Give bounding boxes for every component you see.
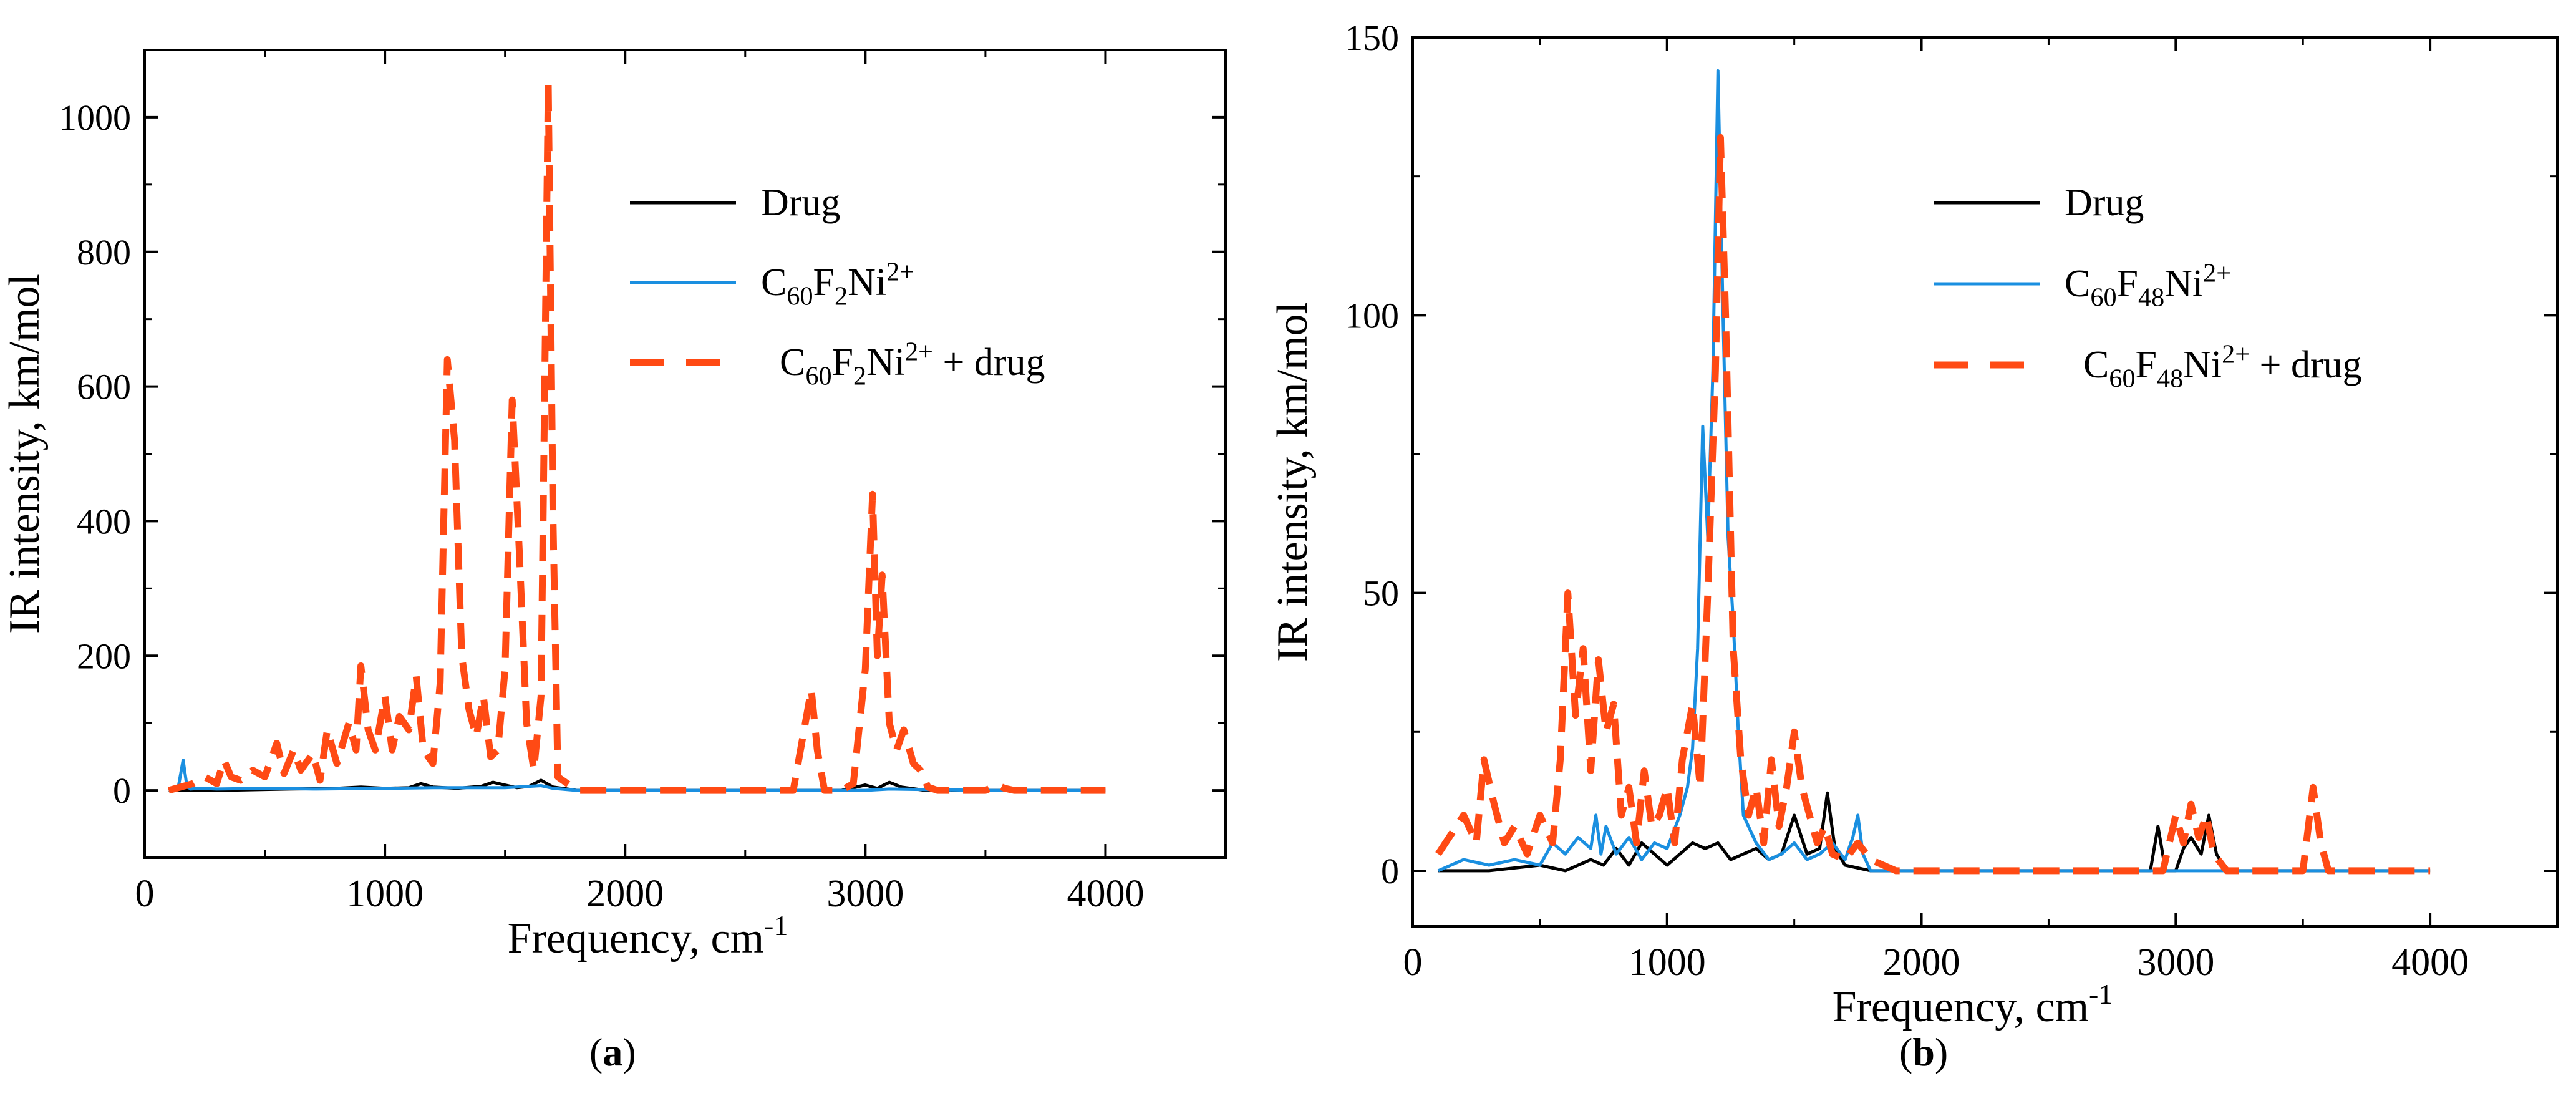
x-tick-label: 2000 xyxy=(586,873,664,915)
plot-frame xyxy=(143,49,1227,859)
caption-a: (a) xyxy=(589,1029,636,1075)
y-axis-label: IR intensity, km/mol xyxy=(1,274,49,634)
panel-b: 0 1000 2000 3000 4000 0 50 100 150 Frequency, cm-… xyxy=(1269,17,2559,1031)
legend-label-1: Drug xyxy=(761,182,840,224)
legend-label-1: Drug xyxy=(2065,182,2144,224)
caption-a-close: ) xyxy=(622,1030,636,1074)
series-line-2 xyxy=(1437,69,2431,873)
y-axis-label: IR intensity, km/mol xyxy=(1269,302,1317,662)
y-tick-label: 400 xyxy=(77,501,131,541)
y-tick-label: 50 xyxy=(1363,573,1399,614)
plot-area xyxy=(168,80,1106,794)
panel-a: 0 1000 2000 3000 4000 0 200 400 600 800 1000 Freque… xyxy=(1,49,1227,963)
y-tick-label: 600 xyxy=(77,367,131,407)
legend: Drug C60F48Ni2+ C60F48Ni2+ + drug xyxy=(1934,182,2362,394)
y-tick-label: 200 xyxy=(77,636,131,676)
caption-b: (b) xyxy=(1899,1029,1948,1075)
x-tick-label: 0 xyxy=(1403,941,1423,984)
y-tick-label: 1000 xyxy=(59,97,131,138)
caption-b-open: ( xyxy=(1899,1030,1913,1074)
legend-label-3: C60F48Ni2+ + drug xyxy=(2083,339,2362,393)
legend-label-3: C60F2Ni2+ + drug xyxy=(780,337,1045,390)
x-tick-label: 2000 xyxy=(1883,941,1960,984)
x-axis-label: Frequency, cm-1 xyxy=(1833,978,2113,1031)
legend: Drug C60F2Ni2+ C60F2Ni2+ + drug xyxy=(630,182,1045,391)
caption-b-label: b xyxy=(1912,1030,1935,1074)
x-tick-label: 1000 xyxy=(346,873,424,915)
series-line-2 xyxy=(168,759,1106,792)
x-axis-label: Frequency, cm-1 xyxy=(508,909,788,963)
series-line-1 xyxy=(1438,791,2431,873)
caption-a-open: ( xyxy=(589,1030,603,1074)
x-tick-label: 4000 xyxy=(1067,873,1144,915)
y-tick-label: 0 xyxy=(113,770,131,811)
x-tick-label: 3000 xyxy=(826,873,904,915)
plot-frame xyxy=(1411,36,2559,928)
x-tick-label: 3000 xyxy=(2137,941,2214,984)
x-tick-label: 1000 xyxy=(1629,941,1706,984)
y-tick-label: 100 xyxy=(1345,295,1399,336)
legend-label-2: C60F2Ni2+ xyxy=(761,257,914,311)
x-tick-label: 4000 xyxy=(2391,941,2469,984)
plot-area xyxy=(1435,69,2431,875)
caption-a-label: a xyxy=(603,1030,623,1074)
y-tick-label: 0 xyxy=(1381,851,1399,891)
y-tick-label: 800 xyxy=(77,232,131,273)
x-tick-label: 0 xyxy=(135,873,155,915)
series-line-3 xyxy=(168,80,1106,794)
legend-label-2: C60F48Ni2+ xyxy=(2065,258,2231,312)
y-tick-label: 150 xyxy=(1345,17,1399,58)
caption-b-close: ) xyxy=(1934,1030,1949,1074)
series-line-3 xyxy=(1435,133,2431,875)
